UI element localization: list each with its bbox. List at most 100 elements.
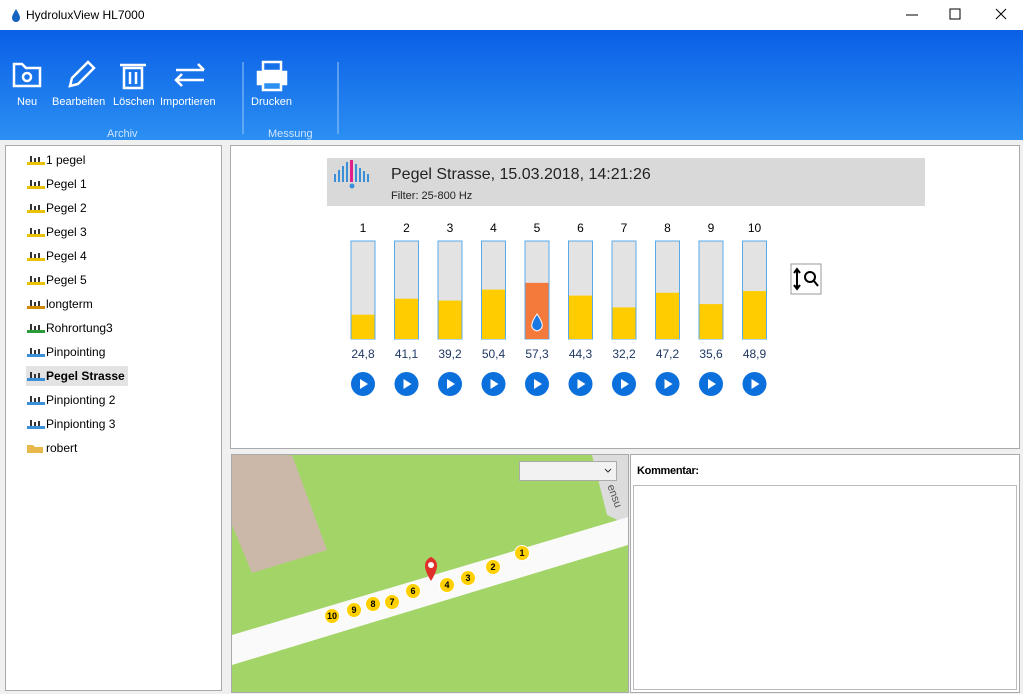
play-triangle [751,379,760,389]
play-button[interactable] [655,372,680,396]
tree-item[interactable]: Pegel 5 [26,270,90,290]
tree-icon [27,276,45,285]
gauge-level [569,295,592,339]
location-pin [425,557,437,581]
value-label: 50,4 [482,347,506,361]
tree-item[interactable]: Pinpionting 2 [26,390,118,410]
channel-number: 8 [664,221,671,235]
tree-item[interactable]: robert [26,438,80,458]
play-button[interactable] [568,372,593,396]
drop-icon [531,313,543,332]
map-marker-label: 7 [389,597,394,607]
tree-item[interactable]: Pegel 4 [26,246,90,266]
channel-number: 6 [577,221,584,235]
gauge-level [351,314,375,339]
tree-label: robert [46,441,78,455]
header-box [327,158,925,206]
ribbon: Neu Bearbeiten Löschen Importieren Druck… [0,30,1023,140]
value-label: 39,2 [438,347,462,361]
map-marker [485,559,501,575]
channel-number: 3 [447,221,454,235]
channel-number: 2 [403,221,410,235]
window-controls[interactable] [900,0,1023,30]
measurement-view: Pegel Strasse, 15.03.2018, 14:21:26 Filt… [327,158,925,396]
ribbon-icons [12,60,339,134]
play-button[interactable] [351,372,375,396]
gauge-level [656,292,679,339]
map-marker-label: 2 [490,562,495,572]
button-print[interactable]: Drucken [251,96,292,108]
zoom-button[interactable] [790,263,822,295]
group-label: Archiv [107,128,138,140]
header-icon [334,160,369,189]
map-marker [324,608,340,624]
tree-label: Pegel 5 [46,273,87,287]
channel-number: 1 [360,221,367,235]
comment-panel: Kommentar: [630,454,1020,693]
play-button[interactable] [612,372,636,396]
gauge-level [612,307,636,339]
app-icon [12,9,20,22]
button-new[interactable]: Neu [17,96,38,108]
filter-label: Filter: 25-800 Hz [391,190,472,202]
tree-item[interactable]: Pegel Strasse [26,366,128,386]
tree-item[interactable]: Pegel 3 [26,222,90,242]
map-dropdown[interactable] [519,461,617,481]
value-label: 32,2 [612,347,636,361]
tree-item[interactable]: Rohrortung3 [26,318,116,338]
play-triangle [360,379,368,389]
play-button[interactable] [525,372,549,396]
map-marker-label: 1 [519,548,524,558]
channel-number: 5 [534,221,541,235]
tree-item[interactable]: longterm [26,294,96,314]
tree-label: Pegel 1 [46,177,87,191]
play-triangle [490,379,499,389]
tree-icon [27,348,45,357]
tree-label: longterm [46,297,93,311]
button-edit[interactable]: Bearbeiten [52,96,106,108]
map-marker [365,596,381,612]
channel-number: 4 [490,221,497,235]
gauge-level [438,300,462,339]
tree-label: Pegel Strasse [46,369,125,383]
tree-item[interactable]: Pinpionting 3 [26,414,118,434]
play-triangle [664,379,673,389]
value-label: 47,2 [656,347,680,361]
value-label: 57,3 [525,347,549,361]
gauge-level [395,298,418,339]
map-marker-label: 4 [444,580,449,590]
play-triangle [534,379,542,389]
value-label: 41,1 [395,347,419,361]
value-label: 44,3 [569,347,593,361]
comment-textbox[interactable] [633,485,1017,690]
play-button[interactable] [742,372,767,396]
tree-item[interactable]: Pegel 2 [26,198,90,218]
title-bar: HydroluxView HL7000 [0,0,1023,30]
tree-item[interactable]: Pinpointing [26,342,108,362]
map-marker [346,602,362,618]
play-button[interactable] [394,372,419,396]
tree-item[interactable]: Pegel 1 [26,174,90,194]
play-button[interactable] [438,372,462,396]
map-marker [460,570,476,586]
tree-icon [27,420,45,429]
play-button[interactable] [699,372,723,396]
tree-icon [27,372,45,381]
map-marker [514,545,530,561]
tree-icon [27,156,45,165]
map-marker-label: 9 [351,605,356,615]
tree-label: 1 pegel [46,153,86,167]
button-import[interactable]: Importieren [160,96,216,108]
play-button[interactable] [481,372,506,396]
map-marker-label: 10 [327,611,337,621]
tree-icon [27,180,45,189]
channel-number: 7 [621,221,628,235]
button-delete[interactable]: Löschen [113,96,155,108]
tree-item[interactable]: 1 pegel [26,150,88,170]
group-label: Messung [268,128,313,140]
gauge-level [699,304,723,339]
tree-panel: 1 pegel Pegel 1 Pegel 2 Pegel 3 Pegel 4 Pegel… [5,145,222,691]
window-title: HydroluxView HL7000 [26,8,145,22]
